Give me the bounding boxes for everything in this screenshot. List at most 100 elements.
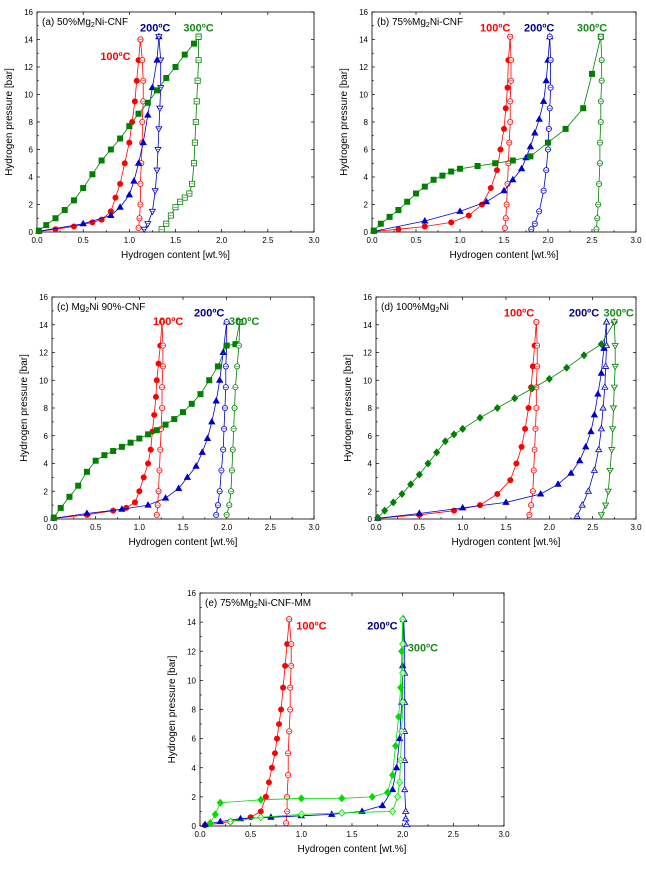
data-point (131, 499, 138, 506)
data-point (171, 416, 178, 423)
y-tick-label: 16 (187, 589, 196, 598)
temperature-label: 300ºC (577, 22, 607, 34)
data-point (136, 435, 143, 442)
data-point (98, 157, 105, 164)
series-line (38, 36, 160, 232)
x-tick-label: 1.0 (296, 830, 308, 839)
x-axis-label: Hydrogen content [wt.%] (452, 537, 561, 548)
data-point (134, 159, 143, 166)
x-tick-label: 0.0 (370, 523, 382, 532)
data-point (441, 437, 449, 446)
y-tick-label: 16 (363, 293, 372, 302)
series-line (576, 322, 607, 517)
data-point (563, 363, 571, 372)
data-point (83, 509, 91, 516)
x-tick-label: 0.5 (410, 236, 422, 245)
data-point (594, 390, 602, 397)
y-tick-label: 8 (44, 404, 49, 413)
data-point (197, 391, 204, 398)
x-tick-label: 2.5 (448, 830, 460, 839)
data-point (587, 427, 595, 435)
series-line (226, 321, 241, 515)
data-point (214, 363, 221, 370)
data-point (539, 97, 548, 104)
y-tick-label: 6 (192, 735, 197, 744)
data-point (118, 505, 126, 512)
y-tick-label: 10 (39, 376, 48, 385)
y-tick-label: 14 (39, 321, 48, 330)
data-point (52, 215, 59, 222)
data-point (140, 474, 147, 481)
temperature-label: 100ºC (504, 307, 534, 319)
data-point (389, 498, 397, 507)
data-point (174, 484, 183, 491)
x-tick-label: 1.0 (124, 236, 136, 245)
chart-panel: 0.0 0.5 1.0 1.5 2.0 2.5 3.0 0 2 4 6 8 10 12 14 16 Hydrog… (343, 293, 642, 548)
x-tick-label: 1.0 (457, 523, 469, 532)
data-point (265, 779, 272, 786)
x-tick-label: 2.0 (542, 236, 554, 245)
x-tick-label: 2.0 (221, 523, 233, 532)
temperature-label: 100ºC (100, 51, 130, 63)
data-point (398, 647, 406, 656)
x-tick-label: 2.5 (587, 523, 599, 532)
plot-frame (51, 296, 315, 520)
temperature-label: 200ºC (524, 22, 554, 34)
data-point (35, 227, 42, 234)
data-point (130, 177, 138, 184)
data-point (126, 123, 133, 130)
x-axis-label: Hydrogen content [wt.%] (121, 250, 230, 261)
data-point (257, 795, 265, 804)
data-point (147, 446, 154, 453)
y-tick-label: 0 (192, 822, 197, 831)
data-point (212, 397, 220, 404)
data-point (112, 194, 119, 201)
data-point (156, 105, 164, 113)
data-point (282, 662, 289, 669)
data-point (415, 470, 423, 479)
data-point (118, 443, 125, 450)
data-point (126, 139, 133, 146)
data-point (278, 706, 285, 713)
data-point (493, 167, 500, 174)
data-point (474, 162, 481, 169)
series-line (377, 321, 615, 518)
data-point (525, 404, 532, 411)
data-point (157, 57, 165, 65)
temperature-label: 200ºC (569, 307, 599, 319)
data-point (43, 222, 50, 229)
data-point (388, 785, 397, 793)
data-point (567, 469, 575, 476)
temperature-label: 100ºC (296, 620, 326, 632)
data-point (433, 448, 441, 457)
x-tick-label: 3.0 (630, 236, 642, 245)
data-point (584, 487, 593, 494)
data-point (190, 40, 197, 47)
data-point (79, 219, 87, 227)
data-point (518, 443, 525, 450)
temperature-label: 300ºC (229, 316, 259, 328)
data-point (589, 70, 596, 77)
data-point (133, 77, 140, 84)
data-point (578, 501, 586, 508)
data-point (412, 190, 419, 197)
plot-frame (375, 296, 637, 520)
data-point (601, 383, 609, 390)
data-point (527, 153, 534, 160)
data-point (476, 413, 484, 422)
x-tick-label: 0.0 (46, 523, 58, 532)
y-axis-label: Hydrogen pressure [bar] (339, 68, 350, 176)
data-point (448, 219, 455, 226)
data-point (154, 87, 161, 94)
data-point (83, 468, 90, 475)
data-point (448, 168, 455, 175)
y-tick-label: 14 (24, 36, 33, 45)
y-tick-label: 4 (368, 460, 373, 469)
data-point (507, 477, 514, 484)
data-point (509, 175, 517, 183)
y-tick-label: 0 (364, 228, 369, 237)
series-300-c-desorption (593, 33, 605, 233)
x-tick-label: 3.0 (308, 236, 320, 245)
data-point (388, 771, 397, 780)
